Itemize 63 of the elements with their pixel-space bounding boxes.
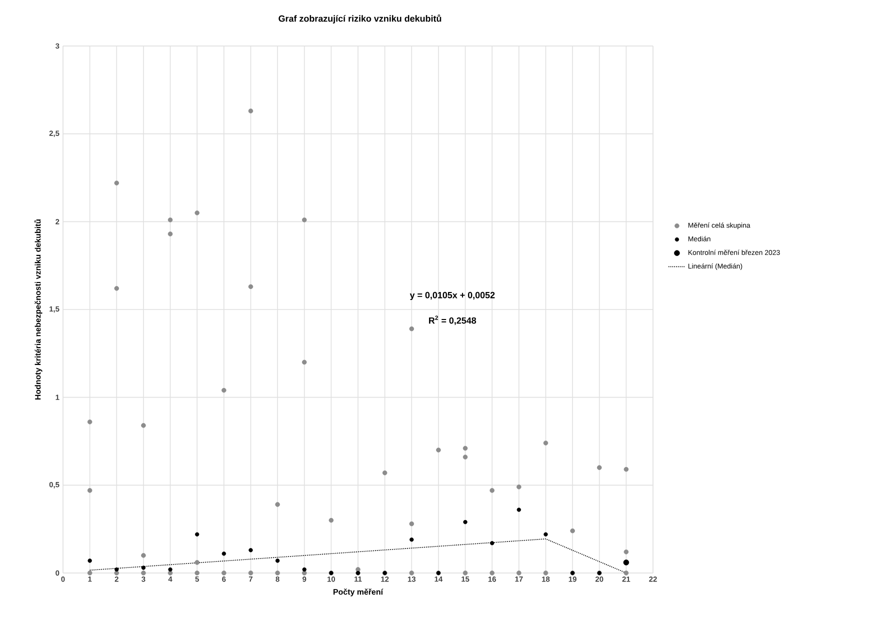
point (88, 558, 92, 563)
point (222, 388, 226, 393)
point (275, 558, 280, 563)
point (624, 550, 629, 554)
point (543, 570, 548, 576)
point (248, 108, 254, 114)
point (490, 541, 494, 546)
point (222, 552, 226, 556)
point (623, 560, 630, 566)
point (114, 180, 120, 186)
point (141, 553, 146, 558)
point (194, 570, 200, 576)
point (168, 570, 173, 576)
point (409, 326, 414, 332)
point (87, 488, 92, 493)
point (302, 360, 307, 365)
point (248, 548, 253, 552)
point (328, 518, 334, 523)
annotation: R$^{2}$ = 0,2548 (429, 316, 476, 326)
point (596, 465, 602, 470)
point (114, 570, 120, 576)
point (462, 446, 468, 451)
point (463, 520, 468, 524)
point (168, 232, 173, 236)
point (141, 423, 146, 428)
point (462, 570, 468, 576)
point (409, 570, 414, 576)
point (248, 570, 254, 576)
point (624, 570, 629, 576)
point (570, 528, 575, 534)
point (410, 538, 414, 542)
point (543, 440, 548, 446)
point (544, 532, 548, 536)
point (624, 466, 629, 472)
point (195, 532, 200, 536)
point (141, 566, 146, 570)
point (490, 570, 494, 576)
point (114, 567, 119, 572)
point (114, 286, 120, 291)
point (436, 448, 441, 452)
point (194, 210, 200, 216)
point (382, 470, 388, 476)
point (275, 502, 280, 507)
point (194, 560, 200, 565)
point (409, 521, 414, 526)
point (168, 567, 172, 572)
point (168, 218, 173, 222)
point (302, 218, 307, 222)
chart-title: Graf zobrazující riziko vzniku dekubitů (278, 14, 442, 24)
point (516, 570, 522, 576)
point (248, 284, 254, 290)
point (141, 570, 146, 576)
point (302, 570, 307, 576)
point (462, 454, 468, 460)
annotation: y = 0,0105x + 0,0052 (410, 292, 495, 300)
point (222, 570, 226, 576)
point (275, 570, 280, 576)
point (87, 420, 92, 424)
point (87, 570, 92, 576)
point (516, 484, 522, 490)
point (490, 488, 494, 493)
point (516, 508, 522, 512)
point (302, 567, 306, 572)
